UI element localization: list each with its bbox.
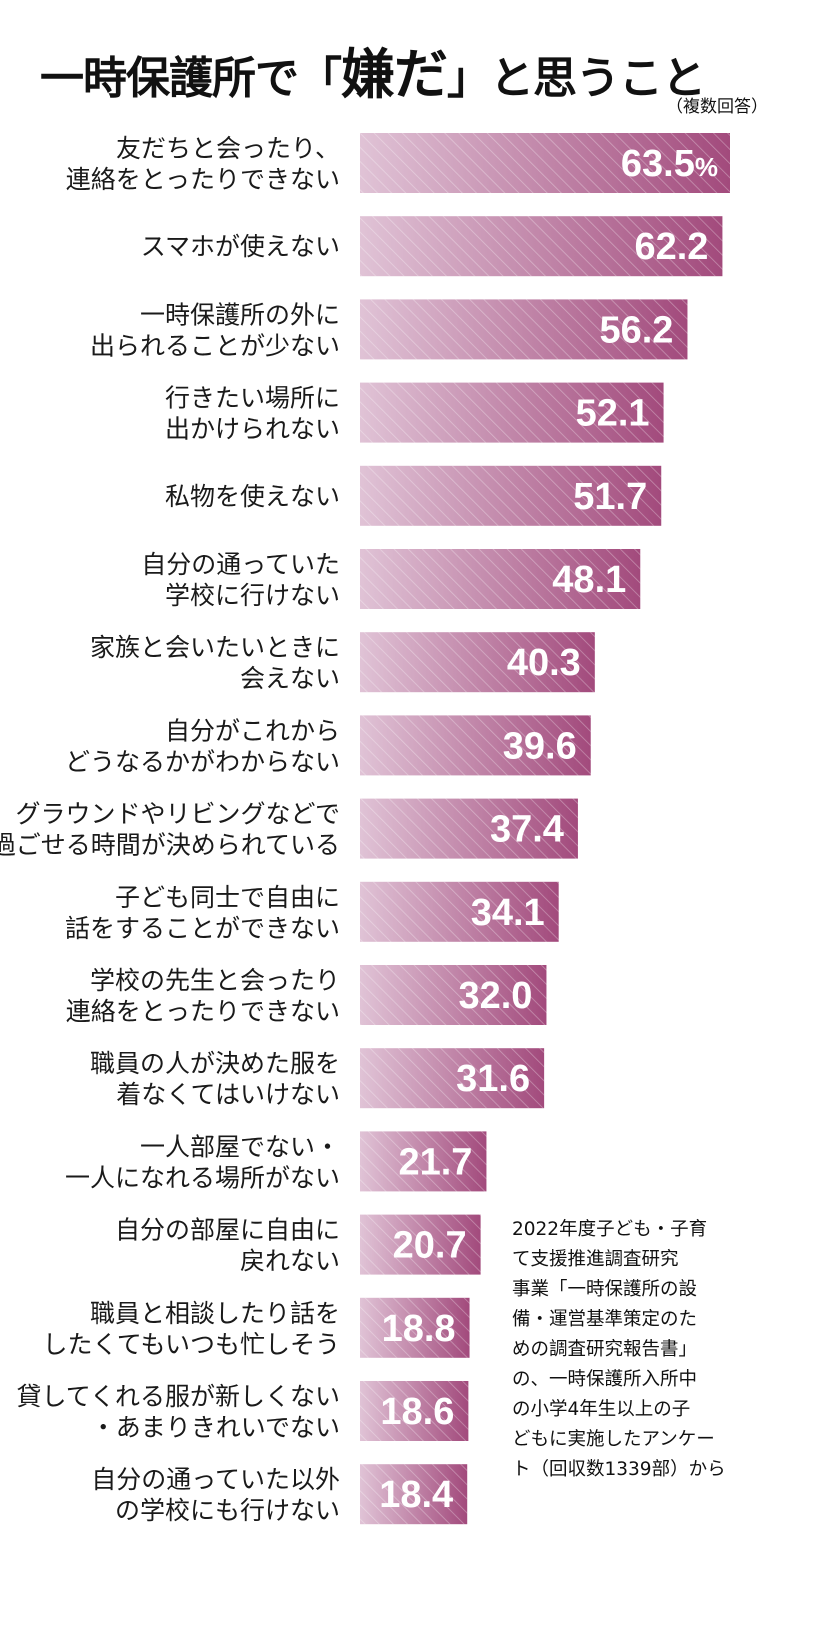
category-label: 職員と相談したり話をしたくてもいつも忙しそう	[42, 1299, 340, 1359]
bar-row: 39.6 自分がこれからどうなるかがわからない	[65, 715, 591, 776]
value-label: 56.2	[599, 309, 673, 351]
category-label: 一人部屋でない・一人になれる場所がない	[65, 1132, 340, 1192]
bar-hatch	[360, 549, 641, 609]
bar-row: 52.1 行きたい場所に出かけられない	[165, 382, 664, 444]
value-label: 51.7	[573, 476, 647, 518]
bar-hatch	[360, 715, 591, 776]
bar-row: 32.0 学校の先生と会ったり連絡をとったりできない	[66, 965, 547, 1026]
title-emphasis: 嫌だ	[341, 43, 448, 106]
bar-row: 51.7 私物を使えない	[165, 465, 662, 526]
value-label: 34.1	[471, 892, 545, 934]
bar-row: 48.1 自分の通っていた学校に行けない	[141, 549, 641, 610]
value-label: 52.1	[576, 393, 650, 435]
value-label: 18.4	[379, 1474, 453, 1516]
bar-row: 63.5% 友だちと会ったり、連絡をとったりできない	[66, 133, 730, 194]
value-label: 63.5%	[621, 143, 718, 185]
bar-row: 56.2 一時保護所の外に出られることが少ない	[90, 299, 688, 360]
bar-hatch	[360, 798, 578, 859]
bar-hatch	[360, 133, 730, 193]
category-label: 職員の人が決めた服を着なくてはいけない	[90, 1049, 340, 1109]
category-label: 自分の通っていた以外の学校にも行けない	[91, 1465, 340, 1525]
bar-hatch	[360, 382, 664, 443]
bar-hatch	[360, 299, 688, 360]
category-label: 行きたい場所に出かけられない	[165, 384, 340, 444]
source-note: 2022年度子ども・子育 て支援推進調査研究 事業「一時保護所の設 備・運営基準…	[512, 1219, 726, 1480]
value-label: 21.7	[398, 1141, 472, 1183]
category-label: 学校の先生と会ったり連絡をとったりできない	[66, 966, 340, 1026]
title-after: 」と思うこと	[447, 53, 706, 104]
bar-row: 37.4 グラウンドやリビングなどで過ごせる時間が決められている	[0, 798, 578, 860]
bar-hatch	[360, 965, 547, 1025]
bar-hatch	[360, 465, 662, 526]
bar-row: 34.1 子ども同士で自由に話をすることができない	[65, 881, 559, 943]
bar-hatch	[360, 1214, 481, 1275]
category-label: 家族と会いたいときに会えない	[90, 633, 340, 693]
bar-hatch	[360, 1297, 470, 1358]
bar-row: 18.4 自分の通っていた以外の学校にも行けない	[91, 1464, 468, 1525]
value-label: 37.4	[490, 809, 564, 851]
title-before: 一時保護所で「	[40, 53, 342, 104]
bar-hatch	[360, 1381, 469, 1441]
value-label: 40.3	[507, 642, 581, 684]
value-label: 20.7	[393, 1225, 467, 1267]
category-label: 友だちと会ったり、連絡をとったりできない	[66, 134, 340, 194]
category-label: 私物を使えない	[165, 482, 340, 511]
category-label: 一時保護所の外に出られることが少ない	[90, 300, 340, 360]
value-label: 39.6	[503, 725, 577, 767]
bar-hatch	[360, 216, 723, 277]
value-label: 32.0	[458, 975, 532, 1017]
bars-layer: 63.5% 友だちと会ったり、連絡をとったりできない 62.2 スマホが使えない 56.…	[0, 133, 730, 1525]
bar-row: 18.8 職員と相談したり話をしたくてもいつも忙しそう	[42, 1297, 470, 1359]
bar-hatch	[360, 881, 559, 942]
bar-hatch	[360, 632, 595, 693]
bar-hatch	[360, 1464, 468, 1525]
category-label: グラウンドやリビングなどで過ごせる時間が決められている	[0, 800, 340, 860]
category-label: 自分がこれからどうなるかがわからない	[65, 716, 340, 776]
bar-row: 40.3 家族と会いたいときに会えない	[90, 632, 595, 693]
bar-row: 21.7 一人部屋でない・一人になれる場所がない	[65, 1131, 487, 1192]
bar-row: 62.2 スマホが使えない	[141, 216, 723, 277]
value-label: 62.2	[634, 226, 708, 268]
category-label: 自分の通っていた学校に行けない	[141, 550, 340, 610]
chart-subtitle: （複数回答）	[666, 97, 768, 117]
bar-row: 18.6 貸してくれる服が新しくない・あまりきれいでない	[16, 1381, 469, 1442]
bar-row: 31.6 職員の人が決めた服を着なくてはいけない	[90, 1048, 545, 1109]
category-label: 貸してくれる服が新しくない・あまりきれいでない	[16, 1382, 340, 1442]
bar-row: 20.7 自分の部屋に自由に戻れない	[115, 1214, 481, 1276]
value-label: 48.1	[552, 559, 626, 601]
bar-hatch	[360, 1131, 487, 1192]
category-label: スマホが使えない	[141, 232, 340, 261]
category-label: 子ども同士で自由に話をすることができない	[65, 883, 340, 943]
value-label: 18.6	[380, 1391, 454, 1433]
bar-hatch	[360, 1048, 545, 1109]
category-label: 自分の部屋に自由に戻れない	[115, 1216, 340, 1276]
chart-title: 一時保護所で「嫌だ」と思うこと	[40, 30, 706, 109]
value-label: 31.6	[456, 1058, 530, 1100]
value-label: 18.8	[382, 1308, 456, 1350]
